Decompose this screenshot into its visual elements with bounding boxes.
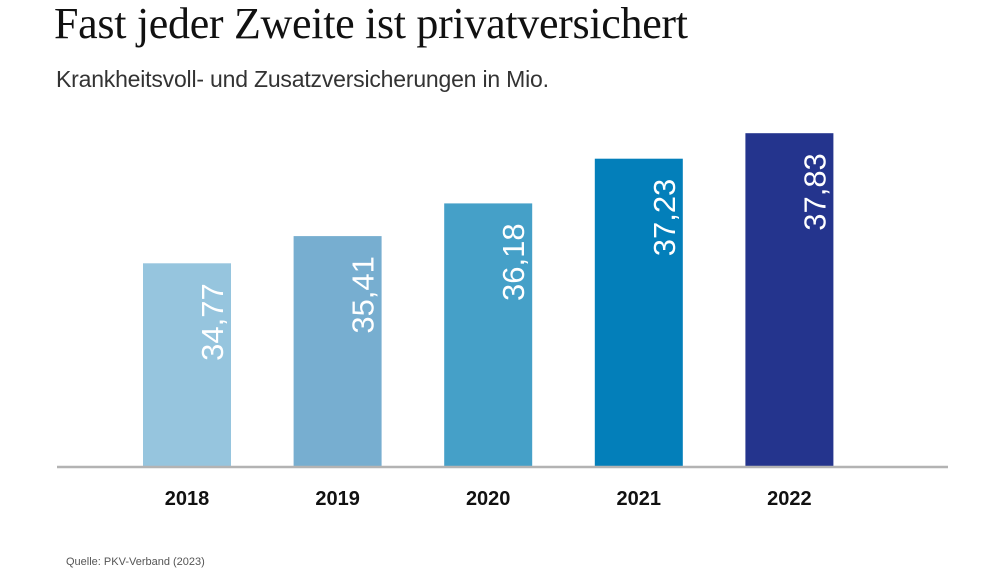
- value-label-2019: 35,41: [346, 256, 381, 334]
- value-label-2022: 37,83: [797, 153, 832, 231]
- bar-2018: [143, 263, 231, 466]
- value-label-2018: 34,77: [195, 283, 230, 361]
- x-tick-label-2022: 2022: [767, 488, 812, 510]
- x-tick-label-2019: 2019: [315, 488, 360, 510]
- bar-2019: [293, 236, 382, 466]
- chart-title: Fast jeder Zweite ist privatversichert: [54, 0, 688, 48]
- source-note: Quelle: PKV-Verband (2023): [66, 556, 205, 568]
- x-tick-label-2018: 2018: [165, 488, 210, 510]
- bar-2020: [444, 203, 533, 466]
- bars: 34,77 35,41 36,18 37,23 37,83: [143, 133, 834, 466]
- x-axis-tick-labels: 2018 2019 2020 2021 2022: [165, 488, 812, 510]
- x-tick-label-2021: 2021: [617, 488, 662, 510]
- value-label-2021: 37,23: [647, 179, 682, 257]
- x-tick-label-2020: 2020: [466, 488, 511, 510]
- bar-2021: [594, 158, 683, 466]
- chart-subtitle: Krankheitsvoll- und Zusatzversicherungen…: [56, 66, 549, 92]
- bar-2022: [745, 133, 834, 466]
- value-label-2020: 36,18: [496, 223, 531, 301]
